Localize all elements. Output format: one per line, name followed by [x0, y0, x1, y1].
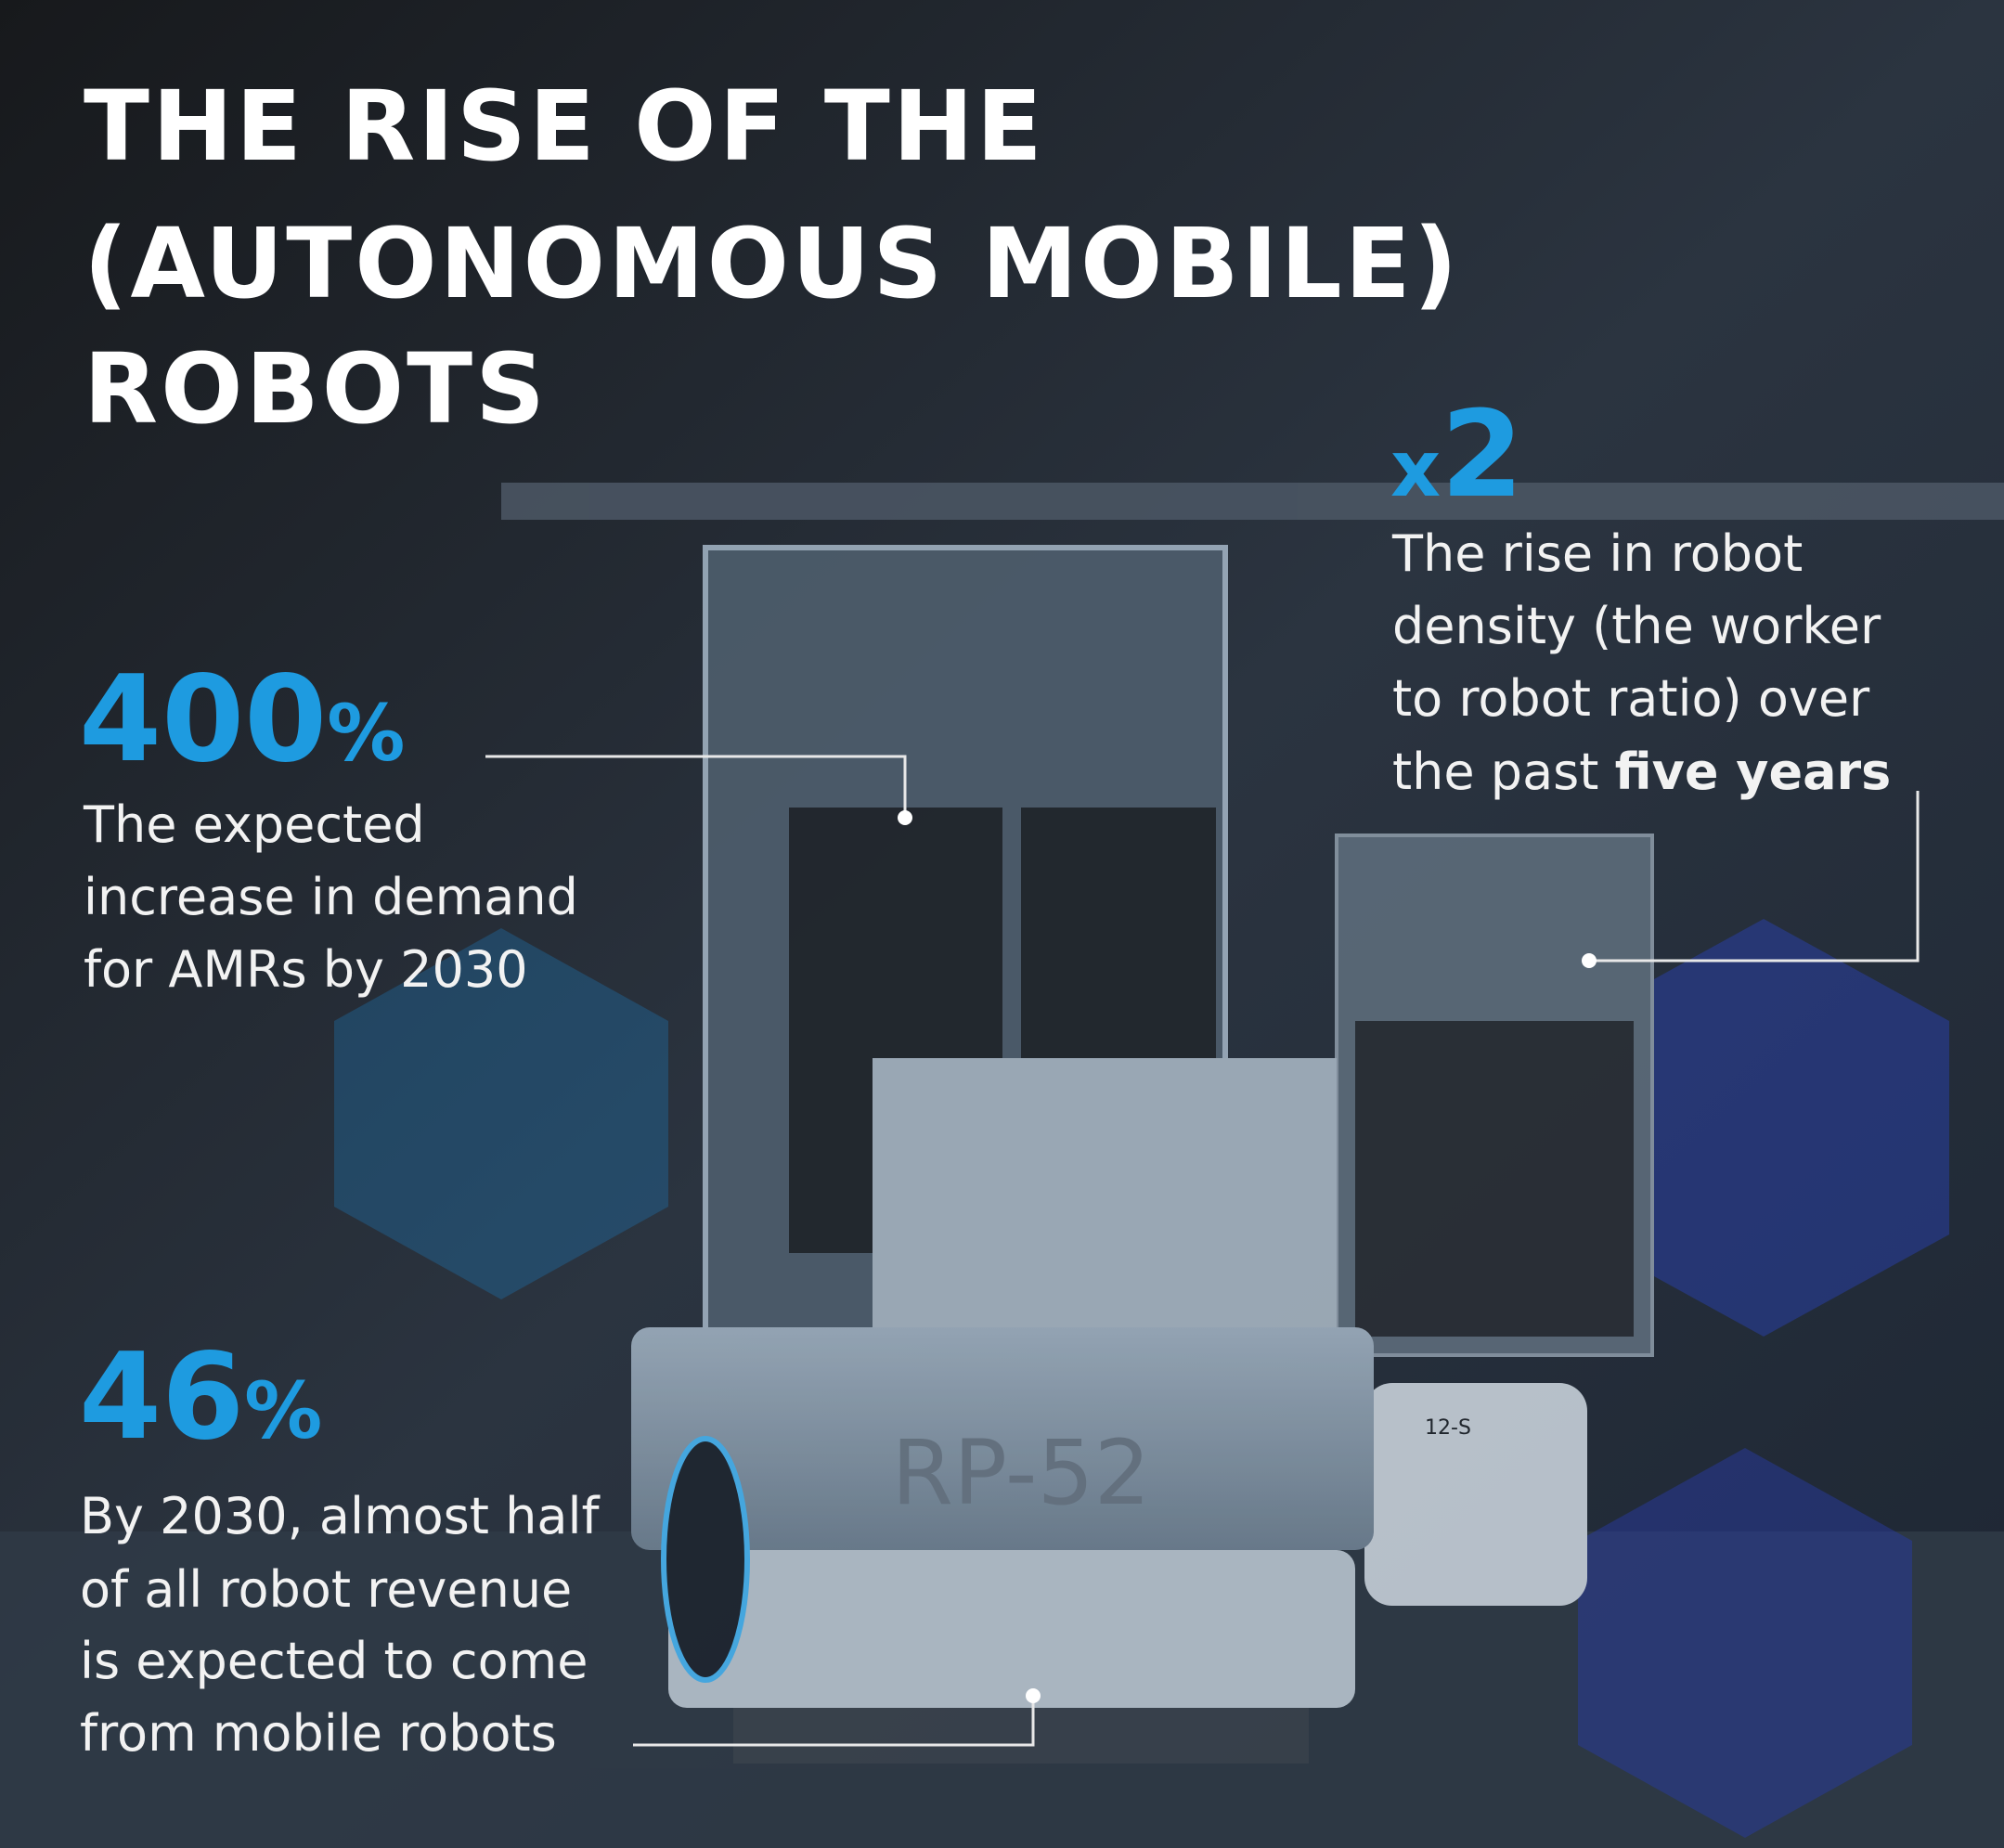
connector [485, 755, 907, 817]
figure: 400 [79, 651, 327, 789]
figure: 46 [79, 1328, 244, 1467]
robot-label: RP-52 [891, 1421, 1150, 1525]
stat-text: for AMRs by 2030 [84, 940, 528, 999]
unit: % [327, 688, 405, 779]
stat-text: the past five years [1392, 743, 1891, 801]
scene: RP-52 12-S [0, 483, 2004, 1848]
stat-text: increase in demand [84, 868, 578, 926]
connector [1589, 791, 1920, 963]
emphasis: five years [1615, 743, 1892, 801]
stat-figure: 46% [79, 1328, 322, 1467]
stat-text: By 2030, almost half [80, 1487, 601, 1545]
stat-text: density (the worker [1392, 597, 1881, 655]
unit: % [244, 1365, 322, 1456]
stat-text: is expected to come [80, 1632, 588, 1690]
stat-text: The rise in robot [1391, 524, 1803, 583]
figure: 2 [1441, 386, 1523, 524]
stat-text: of all robot revenue [80, 1560, 572, 1619]
connector [633, 1697, 1035, 1747]
stat-text: The expected [83, 795, 425, 854]
stat-text: from mobile robots [80, 1704, 557, 1763]
prefix: x [1390, 423, 1441, 514]
connector-dot [898, 810, 912, 825]
connector-dot [1582, 953, 1597, 968]
stat-figure: 400% [79, 651, 405, 789]
connector-dot [1026, 1688, 1041, 1703]
stat-figure: x2 [1390, 386, 1523, 524]
title-line: THE RISE OF THE [84, 70, 1045, 183]
title-line: ROBOTS [84, 332, 548, 446]
robot-label: 12-S [1425, 1416, 1471, 1440]
stat-text: to robot ratio) over [1392, 669, 1870, 728]
text: the past [1392, 743, 1598, 801]
title-line: (AUTONOMOUS MOBILE) [84, 207, 1460, 320]
